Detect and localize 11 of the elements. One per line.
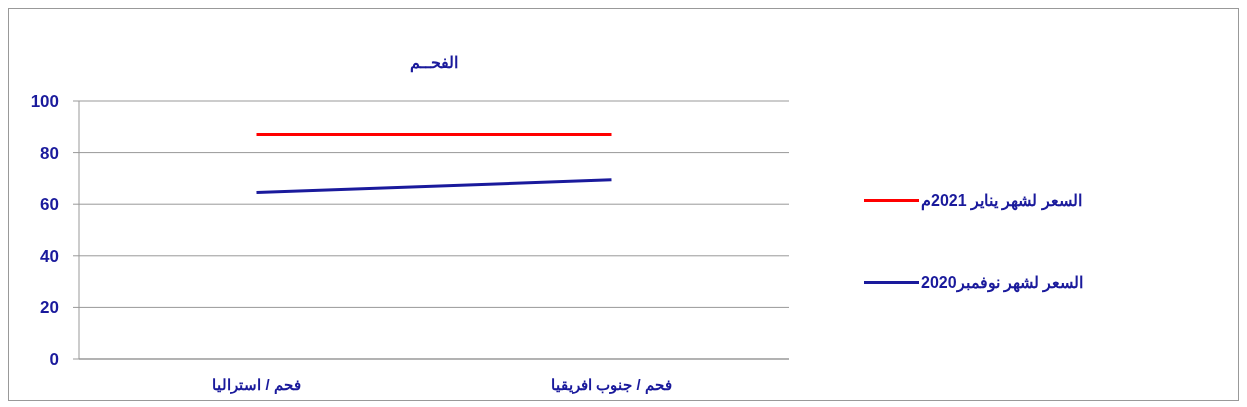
x-tick-label: فحم / جنوب افريقيا <box>551 375 672 394</box>
y-tick-label: 20 <box>40 298 59 318</box>
legend-label: السعر لشهر يناير 2021م <box>921 190 1082 210</box>
chart-title: الفحــم <box>409 53 459 72</box>
y-tick-label: 100 <box>30 92 59 112</box>
y-tick-label: 0 <box>49 350 59 370</box>
y-tick-label: 40 <box>40 246 59 266</box>
x-tick-label: فحم / استراليا <box>212 375 301 394</box>
legend-label: السعر لشهر نوفمبر2020 <box>921 272 1084 292</box>
y-tick-label: 60 <box>40 195 59 215</box>
y-tick-label: 80 <box>40 143 59 163</box>
